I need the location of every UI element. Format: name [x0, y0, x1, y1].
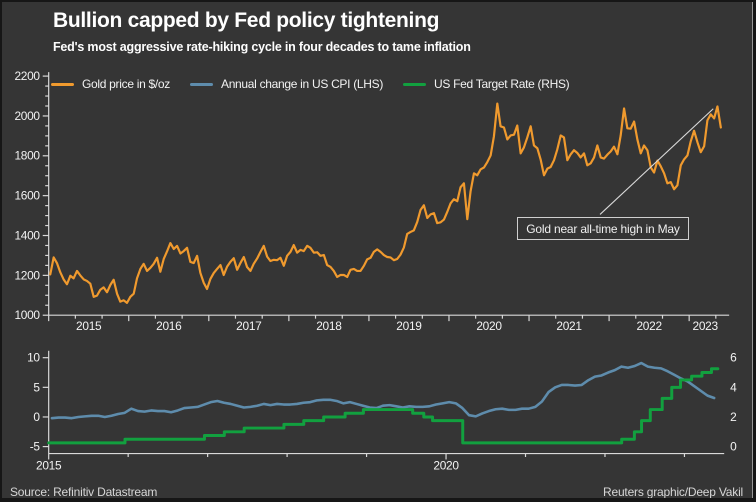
legend-label: Annual change in US CPI (LHS): [220, 77, 384, 91]
gold-line-swatch-icon: [51, 82, 74, 86]
y-right-label: 4: [730, 380, 737, 394]
cpi-line-swatch-icon: [189, 82, 213, 86]
y-axis-label: 2000: [14, 109, 40, 123]
legend-label: Gold price in $/oz: [82, 77, 170, 91]
y-right-label: 6: [730, 351, 737, 365]
y-right-label: 2: [730, 410, 736, 424]
y-axis-label: 1400: [14, 228, 40, 242]
y-left-label: 0: [33, 410, 40, 424]
x-axis-label: 2022: [636, 319, 661, 333]
fed-rate-line-swatch-icon: [403, 82, 427, 86]
x-axis-label: 2019: [396, 319, 422, 333]
y-axis-label: 1600: [14, 189, 40, 203]
x-axis-label: 2018: [316, 319, 342, 333]
chart-legend: Gold price in $/oz Annual change in US C…: [51, 77, 570, 91]
y-left-label: -5: [30, 440, 41, 454]
legend-item-fed-rate: US Fed Target Rate (RHS): [403, 77, 570, 91]
y-left-label: 5: [33, 380, 40, 394]
y-axis-label: 1800: [14, 149, 40, 163]
page-title: Bullion capped by Fed policy tightening: [53, 9, 440, 32]
y-right-label: 0: [730, 440, 737, 454]
x-axis-label: 2023: [693, 319, 719, 333]
x-axis-label: 2021: [556, 319, 582, 333]
legend-item-cpi: Annual change in US CPI (LHS): [189, 77, 384, 91]
x-axis-label: 2015: [36, 458, 62, 472]
credit-text: Reuters graphic/Deep Vakil: [603, 485, 743, 499]
page-subtitle: Fed's most aggressive rate-hiking cycle …: [53, 40, 471, 54]
legend-label: US Fed Target Rate (RHS): [434, 77, 570, 91]
source-text: Source: Refinitiv Datastream: [10, 485, 158, 499]
y-axis-label: 1000: [14, 308, 40, 322]
annotation-line: [599, 108, 714, 215]
x-axis-label: 2020: [433, 458, 459, 472]
x-axis-label: 2016: [156, 319, 182, 333]
fed-line: [47, 367, 720, 445]
y-left-label: 10: [27, 351, 40, 365]
y-axis-label: 1200: [14, 268, 40, 282]
y-axis-label: 2200: [14, 69, 40, 83]
x-axis-label: 2017: [236, 319, 261, 333]
annotation-box: Gold near all-time high in May: [517, 217, 689, 240]
x-axis-label: 2015: [76, 319, 102, 333]
cpi-line: [50, 361, 716, 420]
legend-item-gold: Gold price in $/oz: [51, 77, 170, 91]
x-axis-label: 2020: [476, 319, 502, 333]
annotation-text: Gold near all-time high in May: [526, 221, 680, 236]
gold-line: [49, 102, 722, 304]
